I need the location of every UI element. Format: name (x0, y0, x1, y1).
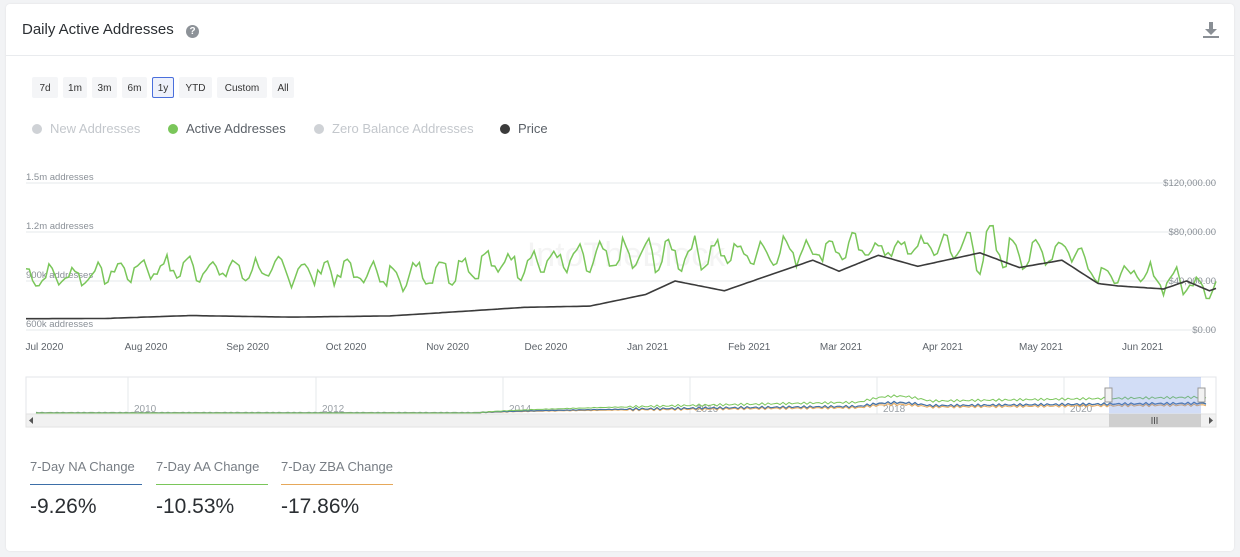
legend-dot-icon (500, 124, 510, 134)
stat-value: -10.53% (156, 495, 235, 518)
range-button-1y[interactable]: 1y (152, 77, 174, 98)
range-button-1m[interactable]: 1m (63, 77, 87, 98)
chart-card: Daily Active Addresses ? 7d 1m 3m 6m 1y YTD Cu… (6, 4, 1234, 551)
stat-value: -17.86% (281, 495, 360, 518)
x-tick-label: Jan 2021 (627, 342, 669, 353)
y-right-tick-label: $0.00 (1192, 325, 1216, 336)
legend-dot-icon (32, 124, 42, 134)
stat-label: 7-Day AA Change (156, 459, 260, 474)
legend-label: Active Addresses (186, 121, 286, 136)
navigator-handle-left[interactable] (1104, 387, 1113, 403)
scrollbar-track[interactable] (25, 413, 1217, 428)
legend-label: New Addresses (50, 121, 141, 136)
x-tick-label: Apr 2021 (922, 342, 963, 353)
range-button-6m[interactable]: 6m (122, 77, 147, 98)
y-left-tick-label: 600k addresses (26, 319, 93, 330)
x-tick-label: Mar 2021 (820, 342, 863, 353)
x-tick-label: Nov 2020 (426, 342, 469, 353)
legend-dot-icon (314, 124, 324, 134)
legend-dot-icon (168, 124, 178, 134)
x-tick-label: Sep 2020 (226, 342, 269, 353)
stat-underline (156, 484, 268, 485)
x-tick-label: Oct 2020 (326, 342, 367, 353)
chevron-right-icon[interactable] (1209, 417, 1213, 424)
range-button-7d[interactable]: 7d (32, 77, 58, 98)
navigator-line-active (35, 394, 1207, 414)
range-button-all[interactable]: All (272, 77, 294, 98)
card-header: Daily Active Addresses ? (6, 4, 1234, 56)
stat-underline (30, 484, 142, 485)
range-button-custom[interactable]: Custom (217, 77, 267, 98)
navigator-area[interactable] (25, 376, 1217, 415)
range-button-3m[interactable]: 3m (92, 77, 117, 98)
x-tick-label: Feb 2021 (728, 342, 771, 353)
navigator-year-label: 2020 (1070, 404, 1093, 415)
legend-label: Zero Balance Addresses (332, 121, 474, 136)
series-line-active-addresses[interactable] (25, 224, 1217, 300)
y-left-tick-label: 1.5m addresses (26, 172, 94, 183)
legend-label: Price (518, 121, 548, 136)
y-right-tick-label: $120,000.00 (1163, 178, 1216, 189)
question-circle-icon[interactable]: ? (186, 25, 199, 38)
x-tick-label: Jun 2021 (1122, 342, 1164, 353)
stat-value: -9.26% (30, 495, 97, 518)
navigator-year-label: 2012 (322, 404, 345, 415)
x-tick-label: May 2021 (1019, 342, 1063, 353)
x-tick-label: Aug 2020 (125, 342, 168, 353)
navigator-handle-right[interactable] (1197, 387, 1206, 403)
x-tick-label: Jul 2020 (25, 342, 63, 353)
y-right-tick-label: $40,000.00 (1168, 276, 1216, 287)
navigator-year-label: 2010 (134, 404, 157, 415)
chart-title: Daily Active Addresses (22, 21, 174, 38)
chevron-left-icon[interactable] (29, 417, 33, 424)
download-icon[interactable] (1202, 21, 1220, 39)
navigator-year-label: 2018 (883, 404, 906, 415)
y-right-tick-label: $80,000.00 (1168, 227, 1216, 238)
navigator-year-label: 2014 (509, 404, 532, 415)
navigator-selection[interactable] (1109, 377, 1201, 414)
stat-label: 7-Day NA Change (30, 459, 135, 474)
x-tick-label: Dec 2020 (525, 342, 568, 353)
stat-label: 7-Day ZBA Change (281, 459, 394, 474)
y-left-tick-label: 900k addresses (26, 270, 93, 281)
range-button-ytd[interactable]: YTD (179, 77, 212, 98)
y-left-tick-label: 1.2m addresses (26, 221, 94, 232)
series-line-price[interactable] (26, 251, 1217, 320)
stat-underline (281, 484, 393, 485)
